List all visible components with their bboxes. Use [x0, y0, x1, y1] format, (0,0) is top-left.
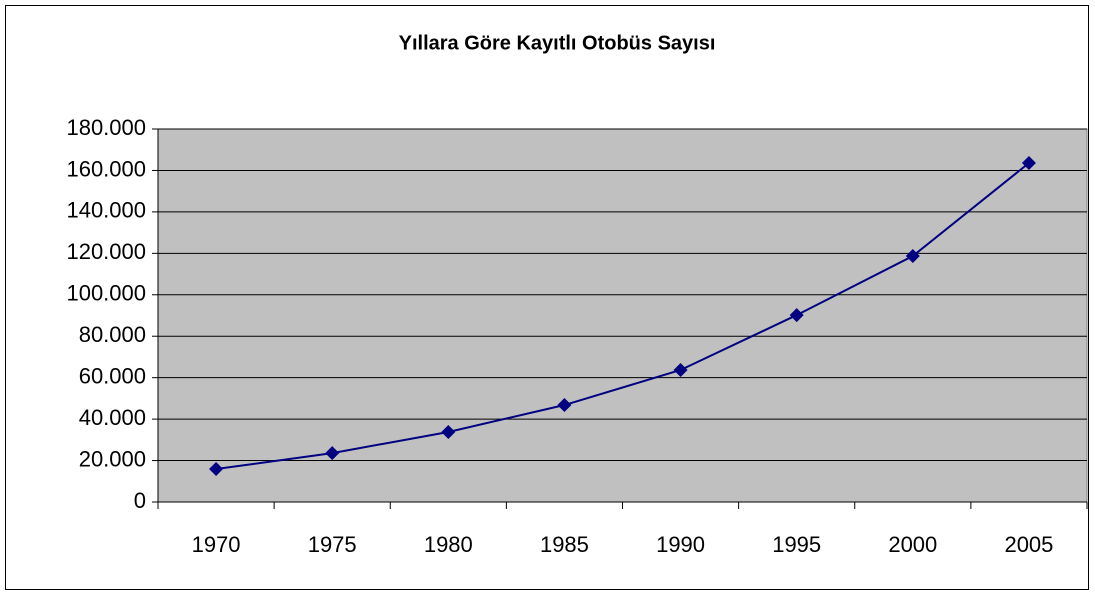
- y-tick-label: 100.000: [66, 281, 146, 306]
- plot-area: [157, 128, 1088, 503]
- x-tick-label: 1970: [192, 532, 241, 557]
- data-point: [557, 398, 572, 413]
- data-line: [215, 162, 1030, 471]
- chart-title: Yıllara Göre Kayıtlı Otobüs Sayısı: [399, 32, 716, 54]
- y-tick-label: 180.000: [66, 115, 146, 140]
- x-tick-label: 1985: [540, 532, 589, 557]
- x-tick-label: 1990: [656, 532, 705, 557]
- data-point: [905, 249, 920, 264]
- x-tick-label: 1980: [424, 532, 473, 557]
- x-tick-label: 2005: [1004, 532, 1053, 557]
- y-tick-label: 0: [134, 488, 146, 513]
- data-point: [325, 446, 340, 461]
- y-tick-label: 20.000: [79, 446, 146, 471]
- y-tick-label: 80.000: [79, 322, 146, 347]
- y-tick-label: 60.000: [79, 363, 146, 388]
- y-tick-label: 40.000: [79, 405, 146, 430]
- y-tick-label: 120.000: [66, 239, 146, 264]
- y-tick-label: 140.000: [66, 198, 146, 223]
- data-point: [441, 424, 456, 439]
- data-point: [673, 362, 688, 377]
- x-tick-label: 2000: [888, 532, 937, 557]
- data-point: [789, 308, 804, 323]
- data-point: [1021, 155, 1036, 170]
- data-point: [209, 462, 224, 477]
- x-tick-label: 1975: [308, 532, 357, 557]
- y-tick-label: 160.000: [66, 156, 146, 181]
- x-tick-label: 1995: [772, 532, 821, 557]
